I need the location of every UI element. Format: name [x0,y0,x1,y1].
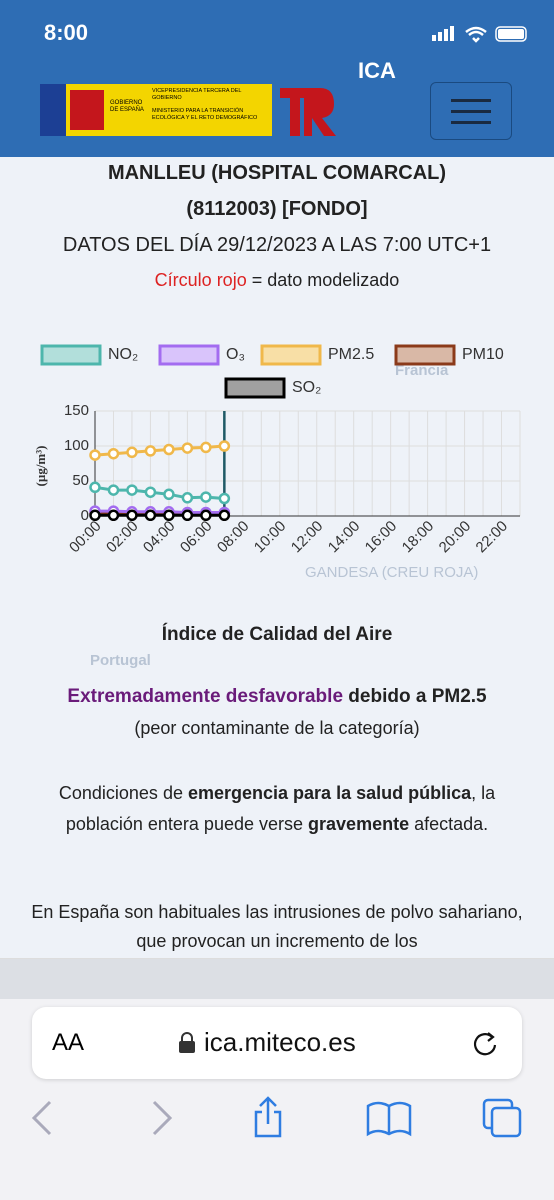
legend-label: PM2.5 [328,346,374,363]
data-point [163,488,175,501]
legend-label: NO₂ [108,346,138,363]
data-point [89,449,101,461]
legend-note: Círculo rojo = dato modelizado [0,270,554,291]
x-tick-label: 02:00 [103,518,142,557]
x-tick-label: 08:00 [214,518,253,557]
y-axis-label: (µg/m³) [33,446,48,487]
app-title: ICA [358,58,396,83]
station-code: (8112003) [FONDO] [186,198,368,220]
x-tick-label: 16:00 [362,518,401,557]
advice-bold: emergencia para la salud pública [187,783,472,803]
advice: Condiciones de emergencia para la salud … [0,778,554,840]
y-tick-label: 100 [64,437,89,454]
advice-bold: gravemente [308,814,410,834]
gov-logo: GOBIERNO DE ESPAÑA VICEPRESIDENCIA TERCE… [40,84,272,136]
address-bar[interactable]: AA ica.miteco.es [32,1007,522,1079]
legend-swatch [224,377,286,399]
x-tick-label: 12:00 [288,518,327,557]
logo-text: GOBIERNO DE ESPAÑA [110,100,144,113]
level: Extremadamente desfavorable [67,686,344,707]
data-point [126,446,138,459]
data-point [218,509,231,522]
data-point [200,491,212,503]
reason: debido a PM2.5 [348,686,487,707]
index-detail: (peor contaminante de la categoría) [134,718,420,738]
legend-label: SO₂ [292,379,321,396]
status-icons [432,26,527,43]
logo-text: VICEPRESIDENCIA TERCERA DEL GOBIERNO [152,88,242,101]
data-point [144,486,157,498]
map-label: Francia [395,362,449,379]
y-tick-label: 0 [81,507,89,524]
data-point [107,447,120,460]
lock-icon [179,1032,195,1053]
data-point [181,442,194,454]
index-level: Extremadamente desfavorable debido a PM2… [0,686,554,708]
data-point [163,443,175,456]
map-label: Portugal [90,652,151,669]
legend-swatch [394,344,456,366]
legend-label: PM10 [462,346,504,363]
note-text: = dato modelizado [251,270,400,290]
chart: (µg/m³) NO₂ O₃ PM2.5 PM10SO₂05010015000:000… [33,344,521,557]
data-point [200,509,212,522]
x-tick-label: 20:00 [436,518,475,557]
clock: 8:00 [44,20,89,45]
advice-text: afectada. [414,814,489,834]
logo-text: MINISTERIO PARA LA TRANSICIÓN ECOLÓGICA … [152,108,258,121]
data-point [200,441,212,454]
browser-bar: AA ica.miteco.es [0,958,554,1200]
station-date: DATOS DEL DÍA 29/12/2023 A LAS 7:00 UTC+… [62,234,492,256]
back-button[interactable] [31,1100,52,1136]
legend-swatch [158,344,220,366]
y-tick-label: 50 [72,472,89,489]
y-tick-label: 150 [64,402,89,419]
data-point [89,509,101,522]
text-size-button[interactable]: AA [52,1029,85,1056]
reload-button[interactable] [470,1029,500,1059]
data-point [107,509,120,522]
x-tick-label: 10:00 [251,518,290,557]
data-point [126,509,138,522]
legend-swatch [40,344,102,366]
data-point [218,440,231,452]
data-point [181,492,194,504]
note-red: Círculo rojo [154,270,247,290]
info: En España son habituales las intrusiones… [31,902,523,951]
header: 8:00 ICA GOBIERNO DE ESPAÑA VICEPRESIDEN… [0,0,554,157]
data-point [218,492,231,505]
data-point [144,509,157,522]
x-tick-label: 14:00 [325,518,364,557]
legend-label: O₃ [226,346,245,363]
data-point [163,509,175,522]
map-label: GANDESA (CREU ROJA) [305,564,479,581]
x-tick-label: 18:00 [399,518,438,557]
x-tick-label: 06:00 [177,518,216,557]
menu-button[interactable] [430,82,512,140]
legend-swatch [260,344,322,366]
forward-button[interactable] [152,1100,173,1136]
tr-logo [280,88,336,136]
x-tick-label: 04:00 [140,518,179,557]
tabs-button[interactable] [482,1098,522,1138]
data-point [89,481,101,494]
advice-text: , la población entera puede verse [65,783,496,834]
index-title: Índice de Calidad del Aire [161,624,393,645]
data-point [107,484,120,496]
data-point [126,484,138,496]
toolbar [31,1096,522,1138]
station-name: MANLLEU (HOSPITAL COMARCAL) [107,162,447,184]
url: ica.miteco.es [204,1027,356,1057]
x-tick-label: 22:00 [473,518,512,557]
data-point [181,509,194,522]
advice-text: Condiciones de [58,783,183,803]
share-button[interactable] [254,1096,282,1138]
data-point [144,445,157,457]
bookmarks-button[interactable] [366,1101,412,1137]
